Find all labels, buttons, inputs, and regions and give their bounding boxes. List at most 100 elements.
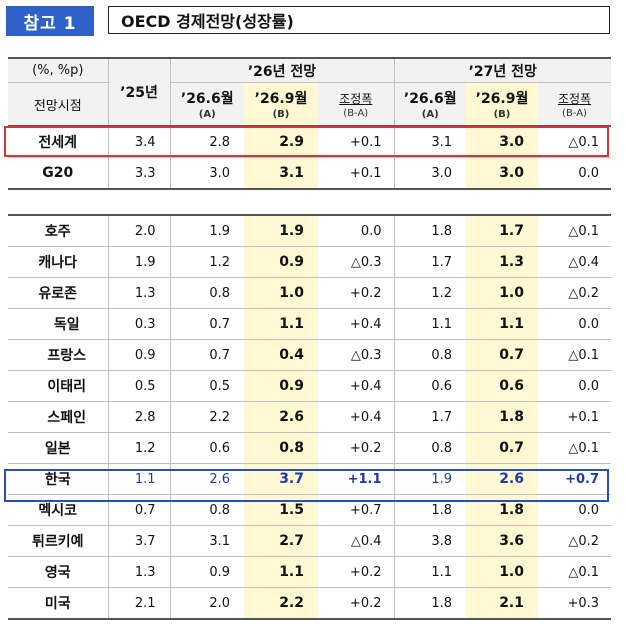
page-title: OECD 경제전망(성장률) — [108, 6, 610, 34]
row-name: G20 — [8, 157, 108, 190]
cell-2027-sept: 1.0 — [466, 556, 538, 588]
oecd-growth-table: (%, %p) ’25년 ’26년 전망 ’27년 전망 전망시점 ’26.6월… — [8, 57, 612, 620]
cell-2027-june: 1.9 — [393, 463, 466, 495]
cell-2026-june: 0.8 — [169, 277, 244, 309]
table-row: 멕시코 0.7 0.8 1.5 +0.7 1.8 1.8 0.0 — [8, 494, 612, 526]
cell-2025: 0.7 — [107, 494, 170, 526]
col-header-2027-sept: ’26.9월 (B) — [466, 82, 538, 127]
cell-2027-sept: 1.8 — [466, 401, 538, 433]
cell-2026-sept: 1.9 — [244, 215, 318, 247]
cell-2027-june: 1.7 — [393, 246, 466, 278]
cell-2027-adjust: △0.1 — [538, 339, 612, 371]
table-row: 전세계 3.4 2.8 2.9 +0.1 3.1 3.0 △0.1 — [8, 126, 612, 158]
col-header-2025: ’25년 — [107, 57, 170, 127]
row-name: 영국 — [8, 556, 108, 588]
group-header-2026: ’26년 전망 — [169, 57, 394, 83]
cell-2026-sept: 1.0 — [244, 277, 318, 309]
cell-2027-sept: 1.7 — [466, 215, 538, 247]
row-name: 독일 — [8, 308, 108, 340]
cell-2027-june: 3.8 — [393, 525, 466, 557]
col-header-2026-adjust: 조정폭 (B-A) — [318, 82, 394, 127]
cell-2026-adjust: +0.2 — [318, 277, 394, 309]
cell-2026-sept: 0.8 — [244, 432, 318, 464]
cell-2026-sept: 3.7 — [244, 463, 318, 495]
cell-2027-adjust: △0.1 — [538, 215, 612, 247]
cell-2025: 0.5 — [107, 370, 170, 402]
table-row: 유로존 1.3 0.8 1.0 +0.2 1.2 1.0 △0.2 — [8, 277, 612, 309]
row-name: 튀르키예 — [8, 525, 108, 557]
cell-2026-adjust: +0.4 — [318, 401, 394, 433]
col-header-2026-june: ’26.6월 (A) — [169, 82, 244, 127]
cell-2025: 1.3 — [107, 277, 170, 309]
row-name: 일본 — [8, 432, 108, 464]
table-row: 영국 1.3 0.9 1.1 +0.2 1.1 1.0 △0.1 — [8, 556, 612, 588]
cell-2027-sept: 0.7 — [466, 432, 538, 464]
cell-2026-june: 1.9 — [169, 215, 244, 247]
cell-2027-sept: 2.6 — [466, 463, 538, 495]
cell-2027-june: 1.7 — [393, 401, 466, 433]
cell-2025: 2.1 — [107, 587, 170, 620]
row-name: 스페인 — [8, 401, 108, 433]
cell-2026-june: 0.5 — [169, 370, 244, 402]
cell-2026-june: 2.0 — [169, 587, 244, 620]
cell-2025: 1.9 — [107, 246, 170, 278]
cell-2027-june: 1.1 — [393, 308, 466, 340]
cell-2027-sept: 3.0 — [466, 126, 538, 158]
cell-2026-sept: 2.6 — [244, 401, 318, 433]
cell-2026-june: 0.7 — [169, 308, 244, 340]
cell-2027-adjust: △0.1 — [538, 432, 612, 464]
table-row-korea: 한국 1.1 2.6 3.7 +1.1 1.9 2.6 +0.7 — [8, 463, 612, 495]
cell-2027-adjust: +0.7 — [538, 463, 612, 495]
cell-2025: 0.9 — [107, 339, 170, 371]
cell-2027-sept: 1.8 — [466, 494, 538, 526]
cell-2026-sept: 3.1 — [244, 157, 318, 190]
cell-2027-adjust: 0.0 — [538, 157, 612, 190]
table-row: 독일 0.3 0.7 1.1 +0.4 1.1 1.1 0.0 — [8, 308, 612, 340]
cell-2026-adjust: +0.2 — [318, 587, 394, 620]
table-row: 튀르키예 3.7 3.1 2.7 △0.4 3.8 3.6 △0.2 — [8, 525, 612, 557]
table-row: 캐나다 1.9 1.2 0.9 △0.3 1.7 1.3 △0.4 — [8, 246, 612, 278]
cell-2027-sept: 3.0 — [466, 157, 538, 190]
row-name: 한국 — [8, 463, 108, 495]
row-name: 이태리 — [8, 370, 108, 402]
cell-2026-june: 0.8 — [169, 494, 244, 526]
cell-2026-june: 2.8 — [169, 126, 244, 158]
cell-2025: 3.3 — [107, 157, 170, 190]
table-row: 미국 2.1 2.0 2.2 +0.2 1.8 2.1 +0.3 — [8, 587, 612, 620]
cell-2026-june: 2.6 — [169, 463, 244, 495]
cell-2026-june: 0.6 — [169, 432, 244, 464]
cell-2027-sept: 1.1 — [466, 308, 538, 340]
cell-2027-adjust: △0.1 — [538, 556, 612, 588]
unit-label: (%, %p) — [8, 57, 108, 83]
cell-2027-adjust: +0.1 — [538, 401, 612, 433]
page-title-text: OECD 경제전망(성장률) — [121, 12, 294, 31]
cell-2025: 2.0 — [107, 215, 170, 247]
cell-2026-june: 0.7 — [169, 339, 244, 371]
row-name: 캐나다 — [8, 246, 108, 278]
cell-2025: 1.1 — [107, 463, 170, 495]
cell-2026-sept: 1.1 — [244, 308, 318, 340]
cell-2026-sept: 1.1 — [244, 556, 318, 588]
cell-2026-adjust: △0.3 — [318, 246, 394, 278]
cell-2027-adjust: △0.1 — [538, 126, 612, 158]
cell-2026-sept: 0.9 — [244, 370, 318, 402]
cell-2027-june: 1.2 — [393, 277, 466, 309]
cell-2027-june: 3.0 — [393, 157, 466, 190]
cell-2027-adjust: △0.4 — [538, 246, 612, 278]
cell-2027-june: 1.8 — [393, 215, 466, 247]
cell-2027-june: 1.8 — [393, 494, 466, 526]
reference-badge: 참고 1 — [6, 6, 94, 36]
table-row: 호주 2.0 1.9 1.9 0.0 1.8 1.7 △0.1 — [8, 215, 612, 247]
cell-2026-adjust: +0.1 — [318, 157, 394, 190]
cell-2027-june: 1.1 — [393, 556, 466, 588]
cell-2026-adjust: +0.2 — [318, 556, 394, 588]
cell-2026-adjust: △0.4 — [318, 525, 394, 557]
cell-2026-sept: 2.2 — [244, 587, 318, 620]
row-name: 멕시코 — [8, 494, 108, 526]
cell-2026-june: 0.9 — [169, 556, 244, 588]
cell-2027-adjust: △0.2 — [538, 525, 612, 557]
row-name: 호주 — [8, 215, 108, 247]
cell-2027-adjust: +0.3 — [538, 587, 612, 620]
cell-2026-adjust: +0.2 — [318, 432, 394, 464]
cell-2025: 0.3 — [107, 308, 170, 340]
